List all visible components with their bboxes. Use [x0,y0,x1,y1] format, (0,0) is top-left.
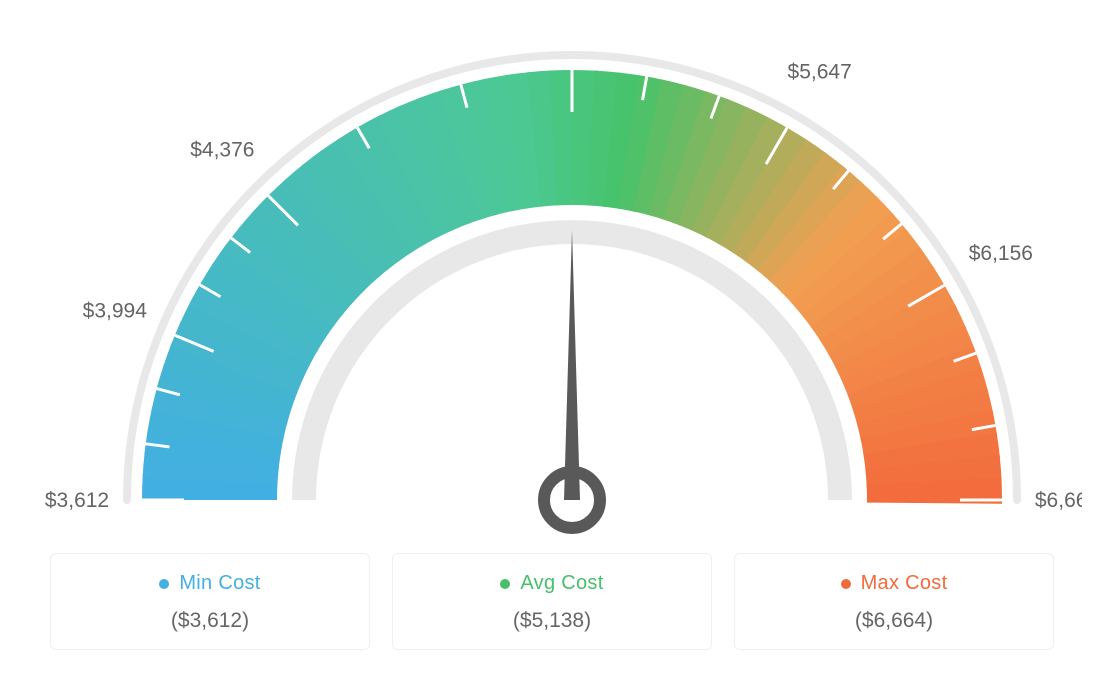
legend-title-avg: Avg Cost [520,572,603,595]
gauge-tick-label: $4,376 [190,139,254,162]
legend-value-min: ($3,612) [61,609,359,633]
gauge-chart: $3,612$3,994$4,376$5,138$5,647$6,156$6,6… [0,0,1104,545]
gauge-tick-label: $6,156 [969,242,1033,265]
legend-title-row: Min Cost [61,572,359,595]
gauge-tick-label: $5,647 [788,60,852,83]
legend-row: Min Cost ($3,612) Avg Cost ($5,138) Max … [0,553,1104,650]
legend-dot-min [159,579,169,589]
legend-value-avg: ($5,138) [403,609,701,633]
legend-title-max: Max Cost [861,572,948,595]
legend-value-max: ($6,664) [745,609,1043,633]
legend-title-min: Min Cost [179,572,260,595]
legend-dot-avg [500,579,510,589]
legend-card-avg: Avg Cost ($5,138) [392,553,712,650]
legend-card-max: Max Cost ($6,664) [734,553,1054,650]
gauge-svg: $3,612$3,994$4,376$5,138$5,647$6,156$6,6… [22,25,1082,545]
legend-dot-max [841,579,851,589]
gauge-tick-label: $3,994 [83,299,148,322]
gauge-needle [564,230,580,500]
gauge-tick-label: $6,664 [1035,489,1082,512]
legend-title-row: Max Cost [745,572,1043,595]
legend-card-min: Min Cost ($3,612) [50,553,370,650]
legend-title-row: Avg Cost [403,572,701,595]
gauge-tick-label: $3,612 [45,489,109,512]
